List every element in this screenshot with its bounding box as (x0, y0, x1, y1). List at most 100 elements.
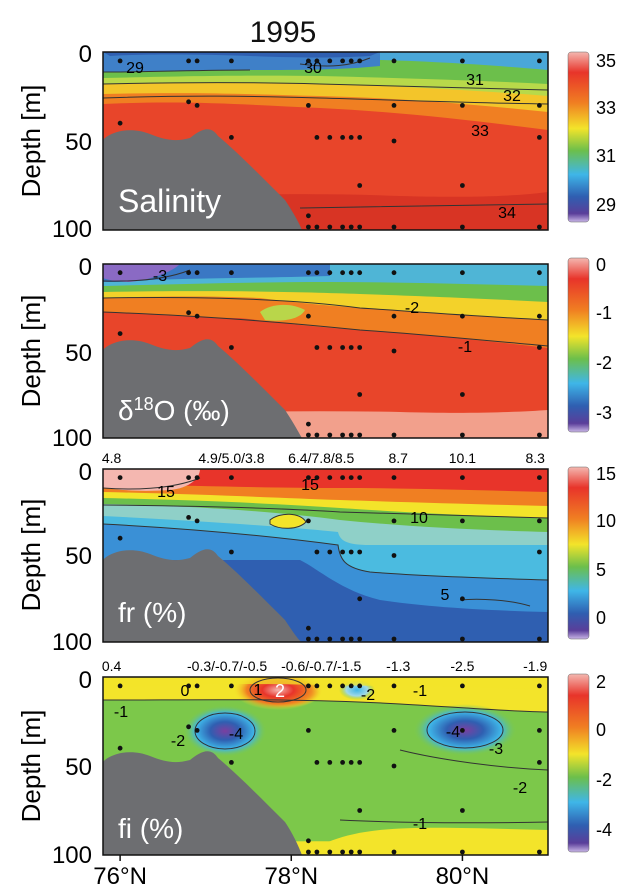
station-point (229, 549, 234, 555)
station-point (460, 849, 465, 855)
station-point (391, 683, 397, 689)
station-point (460, 103, 465, 108)
colorbar-tick: -1 (596, 303, 612, 323)
station-point (314, 683, 320, 689)
station-point (537, 432, 542, 438)
station-point (314, 432, 320, 438)
colorbar-tick: -3 (596, 403, 612, 423)
station-point (327, 683, 333, 689)
panel-fi: 0.4 -0.3/-0.7/-0.5 -0.6/-0.7/-1.5 -1.3 -2.5 -… (16, 658, 612, 869)
colorbar-tick: 0 (596, 255, 606, 275)
y-tick: 0 (79, 41, 92, 68)
station-point (340, 135, 345, 140)
station-point (186, 515, 192, 520)
station-point (314, 58, 320, 64)
panel-label: fr (%) (118, 597, 186, 628)
station-value-label: 0.4 (102, 658, 122, 674)
colorbar-fi: 2 0 -2 -4 (567, 672, 612, 853)
station-point (306, 213, 311, 219)
y-axis-label: Depth [m] (16, 85, 46, 198)
station-point (391, 348, 397, 354)
contour-label: -3 (489, 741, 503, 758)
stations-salinity (117, 58, 542, 230)
contour-label: 0 (181, 683, 190, 700)
colorbar-tick: -2 (596, 770, 612, 790)
plot-frame (102, 51, 549, 231)
station-point (186, 683, 192, 689)
fi-field (103, 677, 548, 855)
colorbar-tick: 0 (596, 608, 606, 628)
station-point (194, 270, 200, 276)
panel-fr: 4.8 4.9/5.0/3.8 6.4/7.8/8.5 8.7 10.1 8.3 15 1… (16, 450, 616, 656)
station-point (327, 760, 333, 765)
contour-label: -3 (153, 268, 167, 285)
station-value-label: -1.3 (386, 658, 410, 674)
x-axis: 76°N 78°N 80°N (93, 855, 489, 890)
station-point (348, 270, 354, 276)
colorbar-d18o: 0 -1 -2 -3 (567, 255, 612, 433)
station-point (306, 313, 311, 319)
y-axis-label: Depth [m] (16, 710, 46, 823)
station-point (391, 270, 397, 276)
station-point (194, 475, 200, 480)
contour-label: -2 (171, 733, 185, 750)
y-axis-label: Depth [m] (16, 295, 46, 408)
y-axis-label: Depth [m] (16, 499, 46, 612)
station-point (327, 636, 333, 642)
station-point (340, 549, 345, 555)
station-point (537, 549, 542, 555)
panel-label: fi (%) (118, 813, 183, 844)
station-point (348, 58, 354, 64)
station-point (186, 99, 192, 105)
contour-label: -1 (458, 339, 472, 356)
plot-frame (102, 263, 549, 439)
land-mask (103, 129, 302, 230)
station-point (391, 224, 397, 230)
station-point (348, 549, 354, 555)
station-point (194, 728, 200, 733)
station-point (340, 760, 345, 765)
figure-title: 1995 (250, 16, 317, 49)
station-point (537, 135, 542, 140)
station-point (460, 432, 465, 438)
y-tick: 0 (79, 667, 92, 694)
x-tick-label: 76°N (93, 863, 147, 890)
station-point (229, 683, 234, 689)
colorbar-tick: 35 (596, 51, 616, 71)
station-point (357, 345, 363, 350)
colorbar-tick: 0 (596, 720, 606, 740)
y-axis-d18o: Depth [m] 0 50 100 (16, 254, 92, 452)
panel-label: Salinity (118, 183, 221, 219)
colorbar-tick: 15 (596, 464, 616, 484)
colorbar-tick: 29 (596, 195, 616, 215)
station-point (186, 310, 192, 316)
station-point (391, 313, 397, 319)
station-point (314, 345, 320, 350)
stations-fr (117, 475, 542, 642)
station-point (314, 475, 320, 480)
contour-label: -2 (513, 780, 527, 797)
colorbar-tick: 31 (596, 146, 616, 166)
station-point (306, 625, 311, 631)
station-point (537, 224, 542, 230)
station-point (537, 270, 542, 276)
contour-label: 33 (471, 123, 489, 140)
plot-frame (102, 676, 549, 856)
station-point (327, 224, 333, 230)
station-point (117, 683, 123, 689)
station-value-label: -1.9 (523, 658, 547, 674)
station-point (357, 270, 363, 276)
land-mask (103, 339, 302, 438)
contour-label: 15 (301, 477, 319, 494)
station-point (314, 224, 320, 230)
station-point (391, 58, 397, 64)
y-tick: 0 (79, 459, 92, 486)
station-point (460, 183, 465, 188)
x-tick-label: 78°N (264, 863, 318, 890)
station-point (348, 345, 354, 350)
station-point (117, 331, 123, 336)
y-axis-fr: Depth [m] 0 50 100 (16, 459, 92, 656)
station-point (186, 58, 192, 64)
station-value-label: 6.4/7.8/8.5 (288, 450, 354, 466)
station-point (460, 808, 465, 813)
